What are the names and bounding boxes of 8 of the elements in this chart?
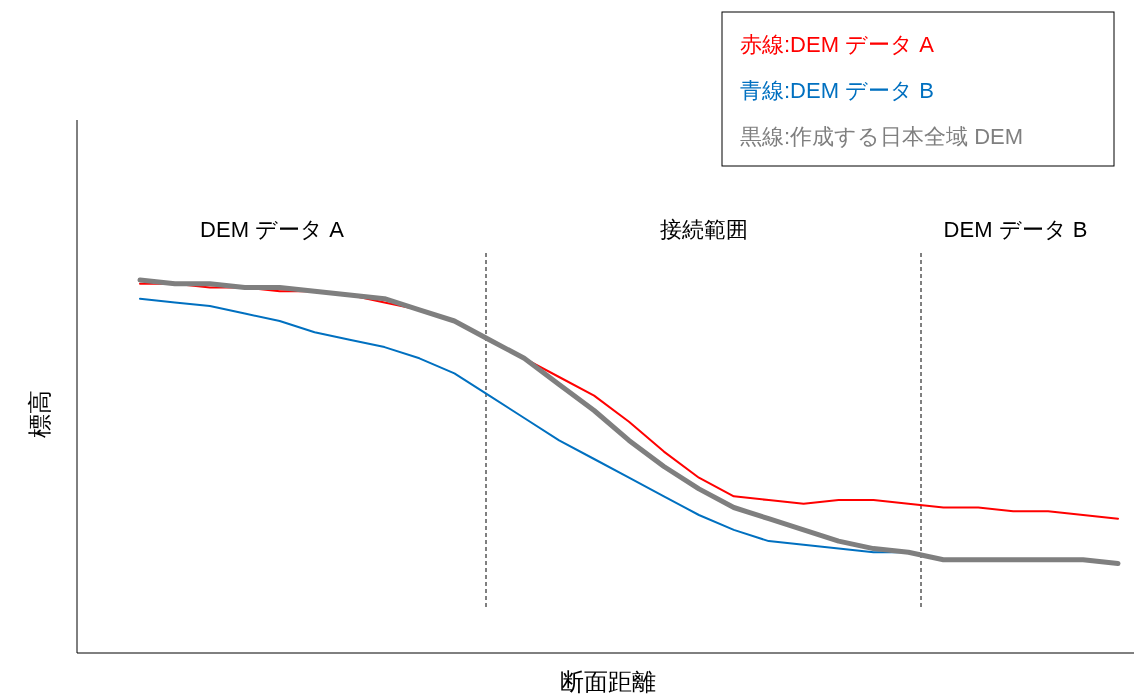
x-axis-title: 断面距離	[560, 668, 656, 695]
text: DEM データ A	[200, 217, 345, 242]
text: 接続範囲	[659, 217, 748, 242]
text: 青線:DEM データ B	[740, 78, 934, 103]
text: 黒線:作成する日本全域 DEM	[740, 124, 1024, 149]
text: 赤線:DEM データ A	[740, 32, 935, 57]
y-axis-title: 標高	[26, 390, 53, 438]
text: DEM データ B	[943, 217, 1088, 242]
